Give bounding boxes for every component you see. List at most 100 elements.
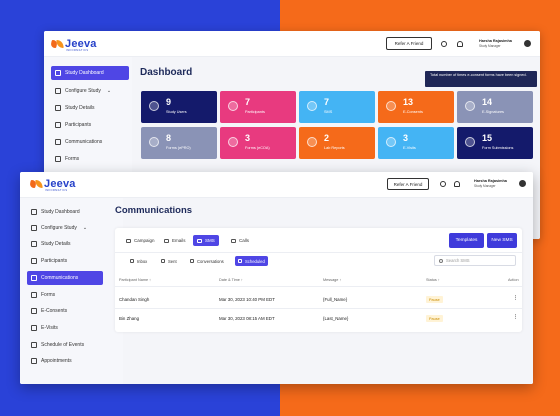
sidebar-item-participants[interactable]: Participants xyxy=(27,254,119,268)
stat-card[interactable]: 3 E-Visits xyxy=(378,127,454,159)
subtab-sent[interactable]: Sent xyxy=(158,256,180,266)
consent-icon xyxy=(31,308,37,314)
sidebar-item-schedule-of-events[interactable]: Schedule of Events xyxy=(27,338,119,352)
sms-panel: Campaign Emails SMS Calls Templates New … xyxy=(115,228,522,332)
cell-message: {Full_Name} xyxy=(323,297,348,302)
stat-value: 8 xyxy=(166,133,172,143)
stat-label: Lab Reports xyxy=(324,146,345,150)
form-icon xyxy=(31,292,37,298)
divider xyxy=(115,252,522,253)
bell-icon[interactable] xyxy=(454,181,460,187)
stat-card[interactable]: 14 E-Signatures xyxy=(457,91,533,123)
sidebar-item-forms[interactable]: Forms xyxy=(27,288,119,302)
signature-icon xyxy=(465,101,475,111)
divider xyxy=(115,308,522,309)
stat-label: E-Consents xyxy=(403,110,423,114)
new-sms-button[interactable]: New SMS xyxy=(487,233,517,248)
search-input[interactable]: Search SMS xyxy=(434,255,516,266)
butterfly-icon xyxy=(30,179,42,189)
templates-button[interactable]: Templates xyxy=(449,233,484,248)
tab-calls[interactable]: Calls xyxy=(227,235,253,246)
sidebar-item-participants[interactable]: Participants xyxy=(51,118,129,132)
sidebar-item-e-consents[interactable]: E-Consents xyxy=(27,304,119,318)
stat-value: 15 xyxy=(482,133,493,143)
stat-card[interactable]: 2 Lab Reports xyxy=(299,127,375,159)
status-badge: Pause xyxy=(426,296,443,303)
more-options-icon[interactable]: ⋮ xyxy=(513,314,518,320)
stat-label: Study Users xyxy=(166,110,187,114)
chevron-down-icon: ⌄ xyxy=(106,88,112,94)
sms-icon xyxy=(307,101,317,111)
mail-icon xyxy=(164,238,169,243)
sidebar-item-study-details[interactable]: Study Details xyxy=(51,101,129,115)
clock-icon[interactable] xyxy=(441,41,447,47)
brand-logo[interactable]: Jeeva INFORMATICS xyxy=(30,178,76,193)
lab-icon xyxy=(307,137,317,147)
stat-card[interactable]: 7 SMS xyxy=(299,91,375,123)
stat-card[interactable]: 7 Participants xyxy=(220,91,296,123)
chat-icon xyxy=(55,139,61,145)
column-header[interactable]: Date & Time ↑ xyxy=(219,278,243,282)
tooltip: Total number of times e-consent forms ha… xyxy=(425,71,537,87)
subtab-conversations[interactable]: Conversations xyxy=(187,256,227,266)
stat-card[interactable]: 8 Forms (ePRO) xyxy=(141,127,217,159)
user-info[interactable]: Harsha Rajasimha Study Manager xyxy=(479,39,512,48)
cell-datetime: Mar 30, 2023 10:40 PM EDT xyxy=(219,297,275,302)
more-options-icon[interactable]: ⋮ xyxy=(513,295,518,301)
clock-icon[interactable] xyxy=(440,181,446,187)
avatar[interactable] xyxy=(524,40,531,47)
submission-icon xyxy=(465,137,475,147)
avatar[interactable] xyxy=(519,180,526,187)
users-icon xyxy=(31,258,37,264)
brand-name: Jeeva xyxy=(44,178,76,190)
sidebar-item-study-dashboard[interactable]: Study Dashboard xyxy=(51,66,129,80)
visit-icon xyxy=(31,325,37,331)
bar-chart-icon xyxy=(55,70,61,76)
sidebar-item-configure-study[interactable]: Configure Study ⌄ xyxy=(27,221,119,235)
stat-card[interactable]: 9 Study Users xyxy=(141,91,217,123)
stat-value: 14 xyxy=(482,97,493,107)
tab-campaign[interactable]: Campaign xyxy=(122,235,159,246)
visit-icon xyxy=(386,137,396,147)
list-icon xyxy=(55,105,61,111)
sidebar-item-study-details[interactable]: Study Details xyxy=(27,237,119,251)
brand-logo[interactable]: Jeeva INFORMATICS xyxy=(51,38,97,53)
stat-card[interactable]: 3 Forms (eCOA) xyxy=(220,127,296,159)
sidebar-item-e-visits[interactable]: E-Visits xyxy=(27,321,119,335)
bell-icon[interactable] xyxy=(457,41,463,47)
user-info[interactable]: Harsha Rajasimha Study Manager xyxy=(474,179,507,188)
users-icon xyxy=(55,122,61,128)
stat-card[interactable]: 13 E-Consents xyxy=(378,91,454,123)
calendar-icon xyxy=(31,342,37,348)
refer-friend-button[interactable]: Refer A Friend xyxy=(386,37,432,50)
column-header[interactable]: Message ↑ xyxy=(323,278,342,282)
stat-label: E-Visits xyxy=(403,146,416,150)
stat-card[interactable]: 15 Form Submissions xyxy=(457,127,533,159)
tab-emails[interactable]: Emails xyxy=(160,235,190,246)
stat-value: 9 xyxy=(166,97,172,107)
divider xyxy=(115,286,522,287)
sidebar-item-forms[interactable]: Forms xyxy=(51,152,129,166)
participant-icon xyxy=(228,101,238,111)
column-header[interactable]: Participant Name ↑ xyxy=(119,278,152,282)
cell-participant-name: Bin Zhang xyxy=(119,316,140,321)
refer-friend-button[interactable]: Refer A Friend xyxy=(387,178,429,190)
brand-name: Jeeva xyxy=(65,38,97,50)
sms-icon xyxy=(197,238,202,243)
stat-label: Form Submissions xyxy=(482,146,514,150)
phone-icon xyxy=(231,238,236,243)
stat-label: E-Signatures xyxy=(482,110,504,114)
list-icon xyxy=(31,241,37,247)
search-icon xyxy=(439,258,443,263)
stat-value: 7 xyxy=(245,97,251,107)
sidebar-item-communications[interactable]: Communications xyxy=(51,135,129,149)
sidebar-item-study-dashboard[interactable]: Study Dashboard xyxy=(27,205,119,219)
sidebar-item-communications[interactable]: Communications xyxy=(27,271,103,285)
subtab-inbox[interactable]: Inbox xyxy=(127,256,150,266)
chevron-down-icon: ⌄ xyxy=(82,225,88,231)
sidebar-item-appointments[interactable]: Appointments xyxy=(27,354,119,368)
sidebar-item-configure-study[interactable]: Configure Study ⌄ xyxy=(51,84,129,98)
subtab-scheduled[interactable]: Scheduled xyxy=(235,256,268,266)
tab-sms[interactable]: SMS xyxy=(193,235,219,246)
page-title: Dashboard xyxy=(140,67,193,78)
